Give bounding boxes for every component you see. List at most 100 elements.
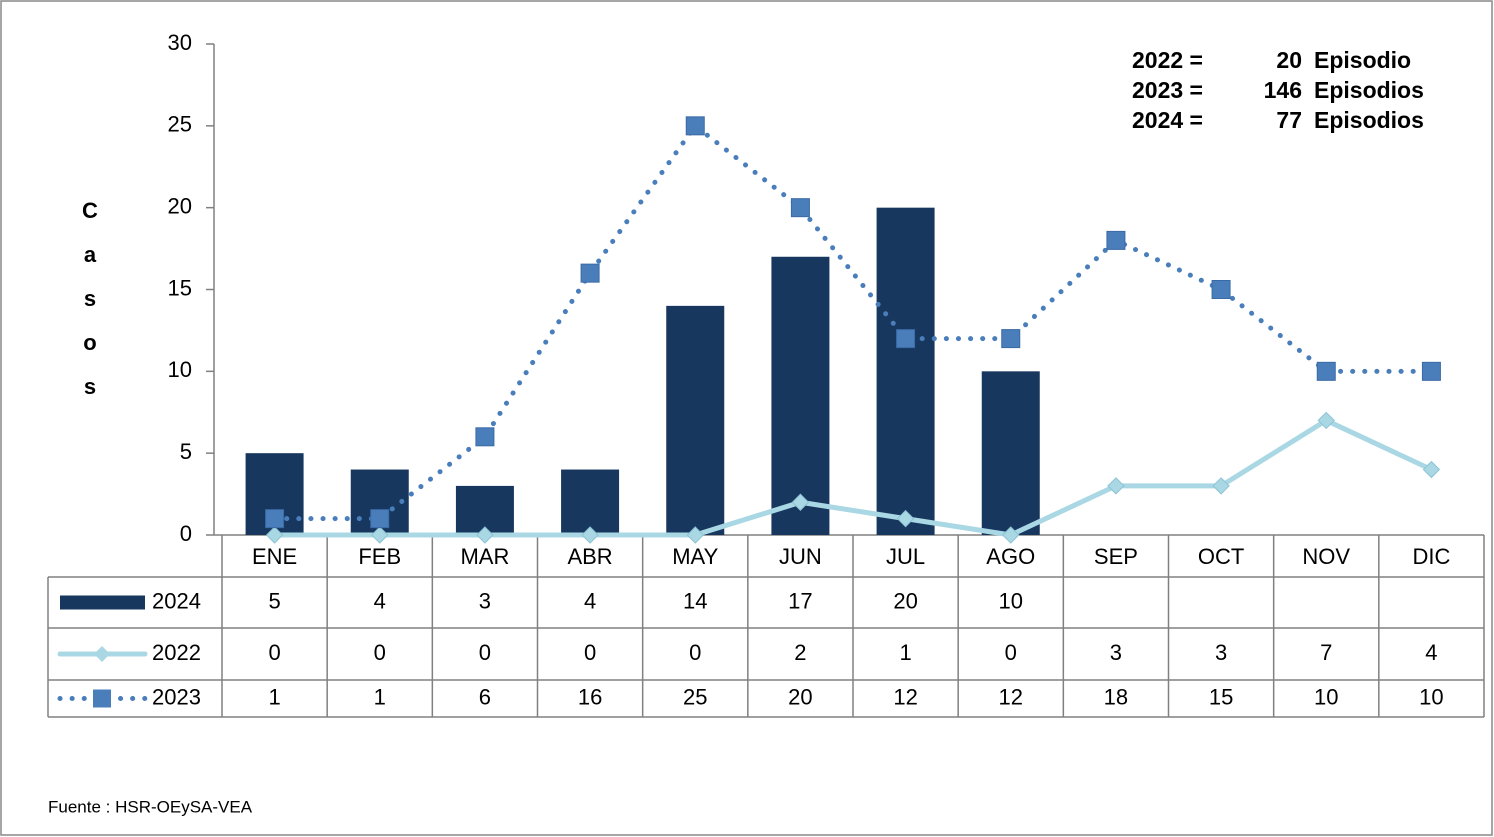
marker (685, 116, 705, 136)
y-tick-label: 5 (180, 439, 192, 464)
table-value: 15 (1209, 684, 1233, 709)
table-value: 1 (899, 640, 911, 665)
marker (791, 493, 810, 511)
table-value: 1 (374, 684, 386, 709)
table-value: 7 (1320, 640, 1332, 665)
annotation-value: 20 (1276, 47, 1302, 73)
table-value: 12 (893, 684, 917, 709)
bar (981, 371, 1040, 535)
marker (896, 329, 916, 349)
table-value: 20 (788, 684, 812, 709)
line (272, 417, 1434, 538)
x-tick-label: FEB (358, 544, 401, 569)
table-value: 10 (999, 588, 1023, 613)
table-value: 10 (1314, 684, 1338, 709)
marker (1001, 329, 1021, 349)
annotation-value: 146 (1264, 77, 1302, 103)
marker (896, 509, 915, 528)
marker (476, 526, 494, 544)
x-tick-label: DIC (1412, 544, 1450, 569)
marker (1316, 361, 1336, 381)
bar (561, 469, 620, 535)
annotation-label: 2023 = (1132, 77, 1203, 103)
table-value: 2 (794, 640, 806, 665)
legend-marker (94, 646, 110, 662)
table-value: 25 (683, 684, 707, 709)
table-value: 4 (374, 588, 386, 613)
table-value: 0 (479, 640, 491, 665)
line (272, 123, 1434, 522)
marker (686, 526, 704, 544)
table-value: 0 (268, 640, 280, 665)
table-value: 12 (999, 684, 1023, 709)
table-value: 10 (1419, 684, 1443, 709)
table-value: 1 (268, 684, 280, 709)
marker (790, 198, 810, 218)
marker (265, 509, 285, 529)
annotation-unit: Episodios (1314, 77, 1424, 103)
y-tick-label: 0 (180, 521, 192, 546)
table-value: 0 (689, 640, 701, 665)
table-value: 3 (479, 588, 491, 613)
x-tick-label: ENE (252, 544, 297, 569)
x-tick-label: JUL (886, 544, 925, 569)
table-value: 6 (479, 684, 491, 709)
marker (1317, 411, 1335, 430)
table-value: 20 (893, 588, 917, 613)
legend-label: 2023 (152, 684, 201, 709)
legend-label: 2024 (152, 588, 201, 613)
y-tick-label: 25 (168, 112, 192, 137)
marker (265, 526, 284, 544)
marker (370, 509, 390, 529)
table-value: 0 (374, 640, 386, 665)
marker (475, 427, 495, 447)
bar (666, 305, 725, 535)
marker (1422, 460, 1441, 479)
marker (1002, 526, 1020, 544)
annotation-label: 2022 = (1132, 47, 1203, 73)
table-value: 0 (584, 640, 596, 665)
x-tick-label: OCT (1198, 544, 1244, 569)
marker (371, 526, 389, 544)
legend-marker (93, 689, 111, 708)
y-tick-label: 15 (168, 275, 192, 300)
table-value: 0 (1005, 640, 1017, 665)
bar (771, 256, 830, 535)
legend-label: 2022 (152, 640, 201, 665)
marker (1107, 477, 1125, 495)
annotation-label: 2024 = (1132, 107, 1203, 133)
legend-swatch (60, 595, 145, 610)
marker (580, 263, 600, 283)
table-value: 14 (683, 588, 707, 613)
annotation-unit: Episodio (1314, 47, 1411, 73)
x-tick-label: JUN (779, 544, 822, 569)
table-value: 17 (788, 588, 812, 613)
y-tick-label: 30 (168, 30, 192, 55)
x-tick-label: AGO (986, 544, 1035, 569)
marker (1211, 280, 1231, 299)
x-tick-label: MAY (672, 544, 718, 569)
table-value: 3 (1215, 640, 1227, 665)
x-tick-label: ABR (567, 544, 612, 569)
marker (581, 526, 599, 544)
source: Fuente : HSR-OEySA-VEA (48, 797, 253, 816)
x-tick-label: SEP (1094, 544, 1138, 569)
table-value: 3 (1110, 640, 1122, 665)
marker (1106, 230, 1126, 250)
table-value: 5 (268, 588, 280, 613)
bar (876, 207, 935, 535)
table-value: 4 (584, 588, 596, 613)
table-value: 18 (1104, 684, 1128, 709)
x-tick-label: MAR (460, 544, 509, 569)
y-tick-label: 10 (168, 357, 192, 382)
table-value: 16 (578, 684, 602, 709)
annotation-value: 77 (1276, 107, 1302, 133)
annotation-unit: Episodios (1314, 107, 1424, 133)
marker (1421, 361, 1441, 381)
y-tick-label: 20 (168, 193, 192, 218)
marker (1212, 477, 1230, 495)
x-tick-label: NOV (1302, 544, 1350, 569)
